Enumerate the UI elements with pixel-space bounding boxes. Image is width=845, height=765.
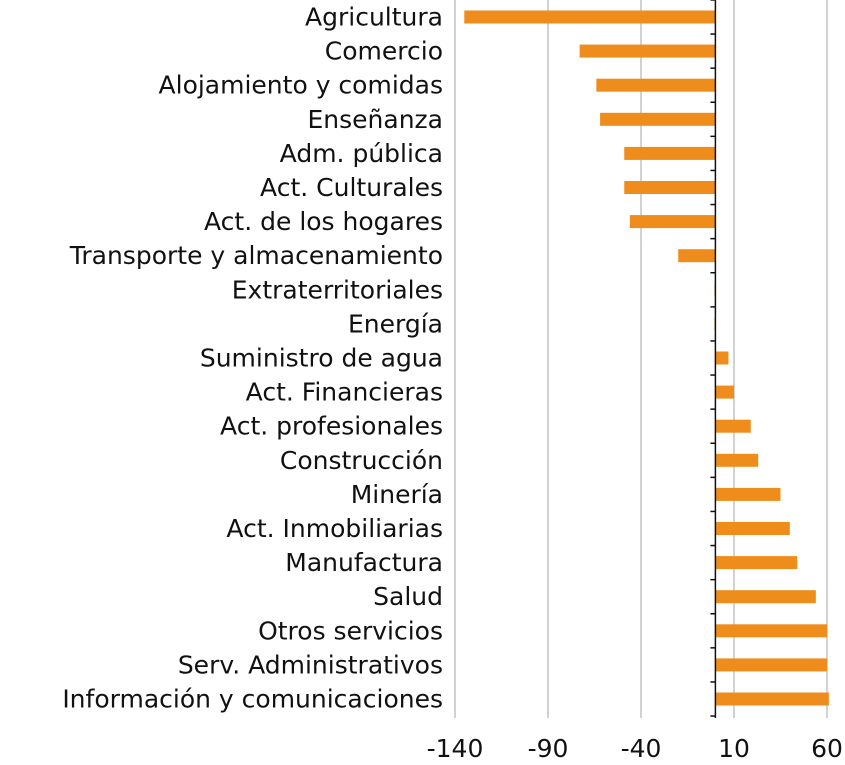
x-tick-label-1: -90 — [528, 734, 569, 763]
bar-19 — [715, 658, 827, 672]
bar-15 — [715, 522, 790, 535]
category-axis — [710, 0, 717, 718]
x-tick-label-0: -140 — [427, 734, 484, 763]
bar-5 — [624, 181, 716, 194]
bar-6 — [629, 215, 716, 229]
x-tick-label-3: 10 — [718, 734, 750, 763]
x-tick-labels: -140 -90 -40 10 60 — [427, 734, 843, 763]
bar-12 — [715, 419, 751, 433]
category-label-11: Act. Financieras — [246, 378, 443, 407]
category-label-13: Construcción — [280, 446, 443, 475]
bar-20 — [715, 692, 829, 706]
bar-7 — [678, 249, 716, 263]
category-label-5: Act. Culturales — [260, 173, 443, 202]
bar-1 — [579, 44, 716, 58]
bar-11 — [715, 385, 734, 399]
category-label-4: Adm. pública — [280, 139, 443, 168]
category-label-0: Agricultura — [305, 3, 443, 32]
bars — [464, 10, 829, 706]
category-label-10: Suministro de agua — [200, 344, 443, 373]
category-label-15: Act. Inmobiliarias — [226, 514, 443, 543]
category-label-8: Extraterritoriales — [232, 275, 443, 304]
category-label-14: Minería — [351, 480, 443, 509]
bar-3 — [600, 112, 716, 126]
x-tick-label-4: 60 — [811, 734, 843, 763]
category-label-19: Serv. Administrativos — [178, 650, 443, 679]
bar-10 — [715, 351, 729, 365]
category-label-2: Alojamiento y comidas — [159, 71, 443, 100]
gridlines — [454, 0, 828, 718]
category-label-17: Salud — [373, 582, 443, 611]
bar-17 — [715, 590, 816, 604]
bar-13 — [715, 453, 759, 467]
category-label-1: Comercio — [325, 37, 443, 66]
bar-14 — [715, 487, 781, 501]
x-tick-label-2: -40 — [621, 734, 662, 763]
category-label-3: Enseñanza — [308, 105, 444, 134]
bar-0 — [464, 10, 716, 24]
bar-2 — [596, 78, 716, 92]
category-label-18: Otros servicios — [258, 616, 443, 645]
category-label-20: Información y comunicaciones — [62, 685, 443, 714]
category-labels: Agricultura Comercio Alojamiento y comidas… — [62, 3, 443, 714]
bar-16 — [715, 556, 798, 570]
category-label-16: Manufactura — [285, 548, 443, 577]
category-label-12: Act. profesionales — [220, 412, 443, 441]
bar-18 — [715, 624, 827, 638]
category-label-9: Energía — [348, 309, 443, 338]
bar-4 — [624, 146, 716, 160]
category-label-6: Act. de los hogares — [204, 207, 443, 236]
category-label-7: Transporte y almacenamiento — [69, 241, 443, 270]
